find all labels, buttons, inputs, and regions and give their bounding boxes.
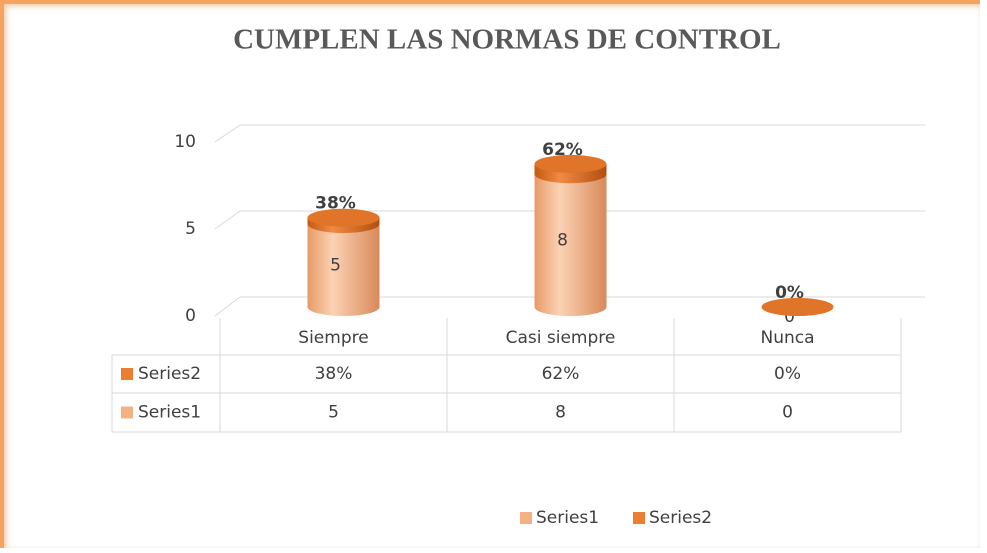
y-tick-label: 0 [185, 306, 196, 326]
table-row-header: Series1 [138, 403, 201, 423]
table-cell: 62% [542, 364, 580, 384]
y-tick-label: 5 [185, 219, 196, 239]
y-tick-label: 10 [174, 132, 196, 152]
data-label: 5 [330, 256, 341, 276]
chart-title: CUMPLEN LAS NORMAS DE CONTROL [233, 24, 781, 56]
data-label: 0 [784, 307, 795, 327]
table-cell: 8 [555, 403, 566, 423]
x-tick-label: Casi siempre [506, 328, 616, 348]
legend-key [633, 512, 645, 524]
legend-label: Series2 [649, 508, 712, 528]
cylinder-segment [534, 165, 607, 316]
legend-key [121, 368, 133, 380]
cylinder-top [307, 208, 380, 227]
table-cell: 0 [782, 403, 793, 423]
cylinder-segment [534, 154, 607, 184]
table-cell: 0% [774, 364, 801, 384]
data-label: 8 [557, 231, 568, 251]
x-tick-label: Siempre [298, 328, 368, 348]
table-cell: 5 [328, 403, 339, 423]
table-cell: 38% [315, 364, 353, 384]
cylinder-top [534, 154, 607, 173]
data-label: 38% [315, 194, 356, 214]
grid-line [214, 124, 241, 143]
cylinder-segment [307, 208, 380, 233]
data-label: 0% [775, 283, 804, 303]
data-label: 62% [542, 140, 583, 160]
legend-key [520, 512, 532, 524]
legend-label: Series1 [536, 508, 599, 528]
cylinder-body [534, 174, 607, 307]
cylinder-body [307, 224, 380, 307]
table-row-header: Series2 [138, 364, 201, 384]
cylinder-top [761, 298, 834, 316]
grid-line [214, 296, 241, 317]
grid-line [214, 210, 241, 230]
x-tick-label: Nunca [760, 328, 814, 348]
legend-key [121, 406, 133, 419]
cylinder-segment [761, 298, 834, 316]
